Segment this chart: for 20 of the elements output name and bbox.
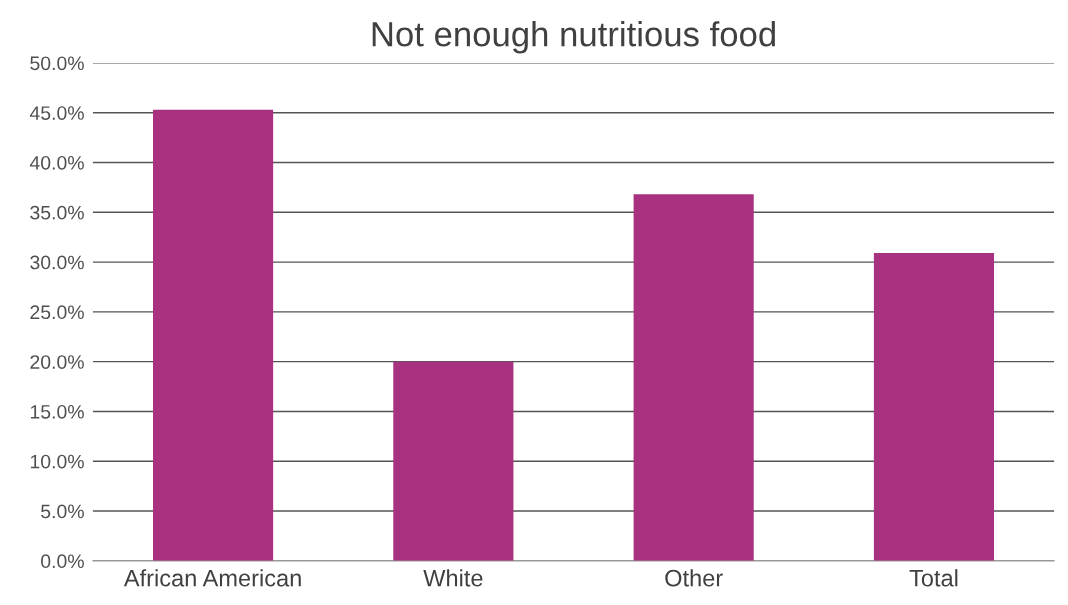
bar <box>393 361 514 561</box>
bar <box>152 109 274 561</box>
y-tick-label: 45.0% <box>29 106 84 120</box>
y-tick-label: 35.0% <box>30 205 84 220</box>
y-tick-label: 10.0% <box>30 454 84 469</box>
x-tick-label: White <box>423 569 483 587</box>
y-tick-label: 0.0% <box>41 554 84 569</box>
y-tick-label: 20.0% <box>30 355 84 369</box>
y-tick-label: 50.0% <box>30 56 84 71</box>
x-tick-label: Total <box>909 569 958 587</box>
y-tick-label: 15.0% <box>30 404 84 419</box>
y-tick-label: 5.0% <box>41 504 84 519</box>
chart-title: Not enough nutritious food <box>372 21 775 54</box>
y-tick-label: 40.0% <box>29 155 84 170</box>
x-tick-label: African American <box>123 569 301 587</box>
bar <box>873 253 995 561</box>
bar <box>633 194 754 561</box>
y-tick-label: 30.0% <box>30 255 84 270</box>
x-tick-label: Other <box>665 569 723 587</box>
y-tick-label: 25.0% <box>30 305 84 320</box>
